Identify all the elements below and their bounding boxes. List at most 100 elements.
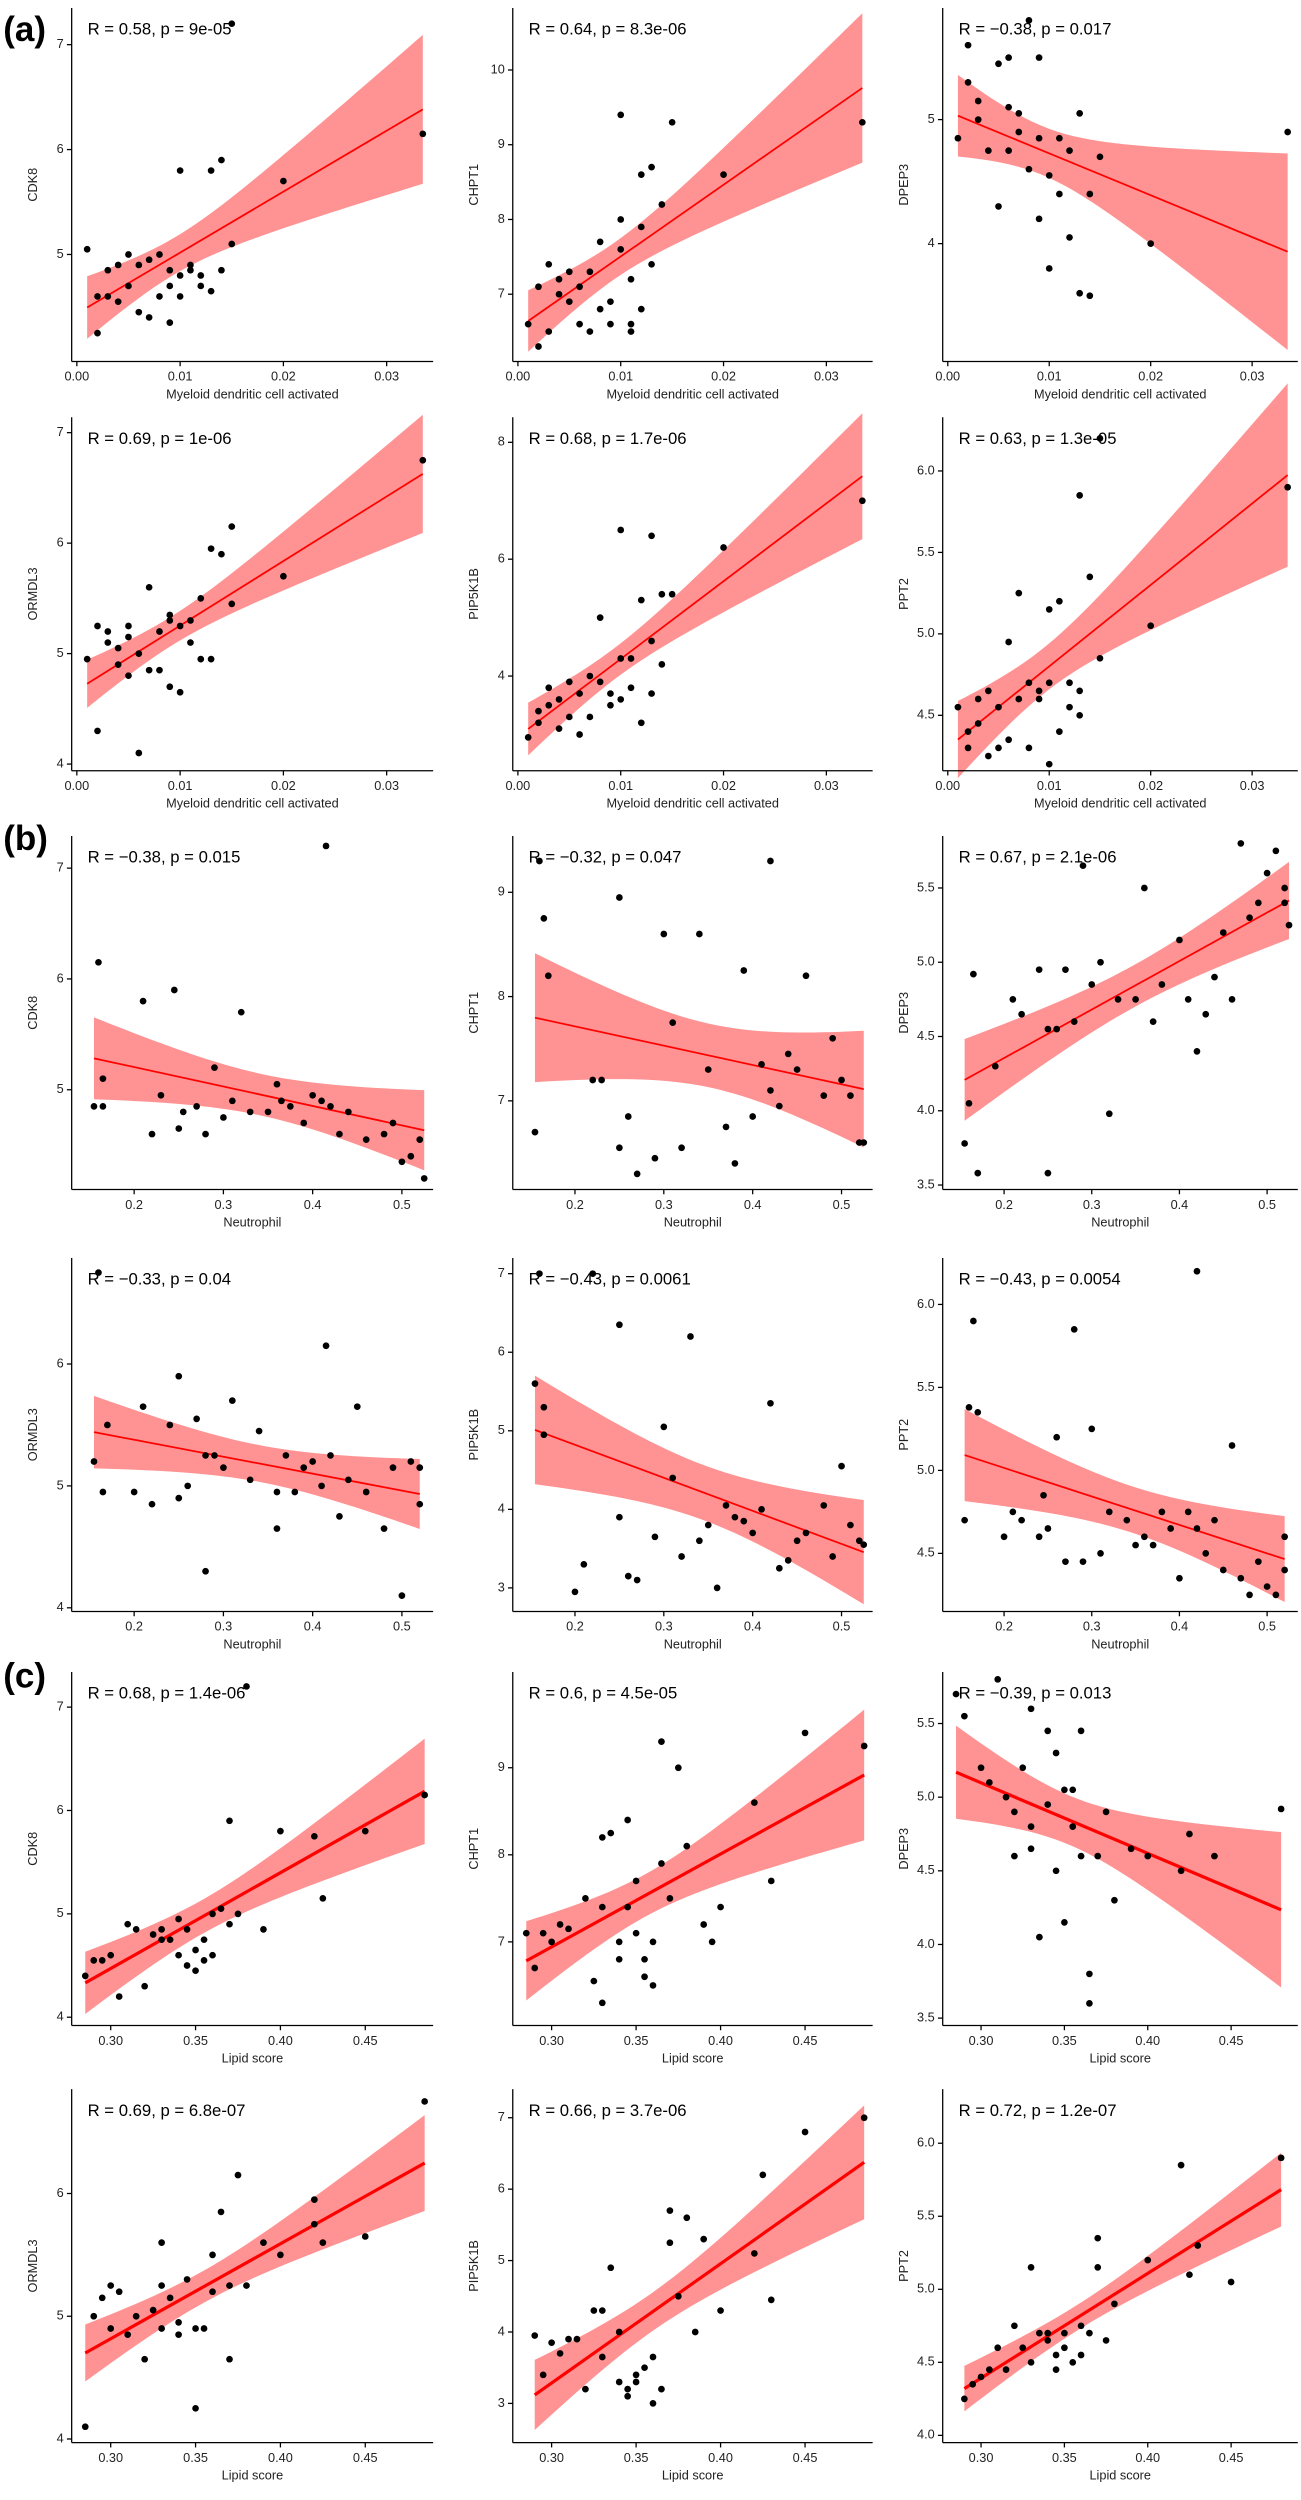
data-point: [207, 545, 215, 553]
y-tick-label: 5.0: [917, 2281, 935, 2296]
data-point: [158, 2239, 165, 2246]
data-point: [961, 1712, 968, 1720]
data-point: [531, 1128, 539, 1136]
data-point: [627, 275, 635, 283]
y-tick-label: 6: [57, 970, 64, 985]
data-point: [309, 1458, 316, 1465]
data-point: [1044, 2337, 1052, 2344]
x-tick-label: 0.30: [98, 2450, 123, 2465]
data-point: [974, 720, 982, 727]
x-tick-label: 0.3: [655, 1197, 673, 1212]
y-tick-label: 5.0: [917, 1789, 935, 1804]
annotation: R = 0.67, p = 2.1e-06: [959, 848, 1117, 867]
data-point: [318, 1482, 325, 1490]
x-tick-label: 0.40: [268, 2450, 293, 2465]
data-point: [217, 1905, 225, 1913]
confidence-band: [534, 953, 864, 1148]
x-axis-label: Myeloid dendritic cell activated: [606, 386, 779, 401]
y-tick-label: 5: [498, 1422, 505, 1437]
y-tick-label: 6.0: [917, 462, 935, 477]
y-axis-label: ORMDL3: [25, 567, 40, 620]
x-tick-label: 0.40: [708, 2033, 733, 2048]
x-tick-label: 0.02: [271, 778, 296, 793]
y-axis-label: PIP5K1B: [466, 2240, 481, 2292]
data-point: [565, 2335, 572, 2343]
y-tick-label: 6: [498, 551, 505, 566]
x-tick-label: 0.35: [183, 2033, 208, 2048]
data-point: [666, 1895, 674, 1902]
regression-line: [93, 1431, 420, 1495]
data-point: [860, 1742, 868, 1750]
y-tick-label: 4: [57, 2430, 64, 2445]
x-tick-label: 0.5: [833, 1619, 851, 1634]
data-point: [291, 1488, 299, 1496]
data-point: [700, 1921, 708, 1928]
x-tick-label: 0.00: [506, 369, 531, 384]
data-point: [624, 1113, 632, 1120]
data-point: [722, 1123, 730, 1131]
data-point: [1246, 914, 1253, 922]
data-point: [228, 523, 236, 530]
data-point: [90, 2312, 98, 2320]
data-point: [995, 703, 1002, 711]
data-point: [1263, 869, 1271, 877]
x-tick-label: 0.30: [98, 2033, 123, 2048]
scatter-panel: 7 8 9 0.30 0.35 0.40 0.45 Lipid score CHPT1 R = 0…: [466, 1671, 873, 2065]
data-point: [158, 1936, 165, 1944]
data-point: [994, 2344, 1002, 2352]
data-point: [565, 1925, 572, 1933]
x-tick-label: 0.2: [125, 1619, 143, 1634]
data-point: [820, 1092, 828, 1099]
x-tick-label: 0.4: [744, 1619, 762, 1634]
data-point: [90, 1957, 98, 1964]
data-point: [535, 719, 542, 727]
regression-line: [527, 475, 863, 730]
data-point: [751, 2250, 758, 2257]
data-point: [1056, 597, 1063, 605]
y-tick-label: 6: [57, 1355, 64, 1370]
data-point: [598, 1999, 606, 2007]
data-point: [200, 2325, 208, 2332]
data-point: [556, 1921, 564, 1928]
data-point: [176, 167, 184, 174]
data-point: [175, 1951, 182, 1959]
x-tick-label: 0.4: [744, 1197, 762, 1212]
x-axis-label: Neutrophil: [223, 1636, 281, 1651]
y-tick-label: 5.5: [917, 544, 935, 559]
data-point: [607, 1829, 615, 1837]
data-point: [615, 2378, 623, 2386]
data-point: [632, 2371, 640, 2379]
confidence-band: [528, 13, 863, 352]
data-point: [691, 2328, 699, 2336]
y-tick-label: 7: [57, 859, 64, 874]
data-point: [658, 590, 666, 598]
data-point: [361, 1827, 369, 1835]
x-tick-label: 0.5: [1258, 1619, 1276, 1634]
x-axis-label: Myeloid dendritic cell activated: [1034, 386, 1207, 401]
x-tick-label: 0.00: [64, 369, 89, 384]
annotation: R = −0.43, p = 0.0061: [529, 1270, 691, 1289]
data-point: [696, 930, 703, 938]
data-point: [1127, 1845, 1135, 1853]
data-point: [704, 1521, 712, 1529]
data-point: [1019, 1764, 1027, 1772]
x-tick-label: 0.3: [215, 1619, 233, 1634]
data-point: [576, 690, 583, 697]
y-tick-label: 6: [57, 2185, 64, 2200]
data-point: [607, 701, 614, 709]
data-point: [1011, 1808, 1018, 1816]
data-point: [767, 1087, 774, 1094]
data-point: [1077, 1727, 1085, 1735]
x-tick-label: 0.03: [1240, 369, 1265, 384]
data-point: [362, 1488, 370, 1496]
confidence-band: [534, 2105, 865, 2431]
data-point: [1044, 1801, 1052, 1808]
data-point: [183, 1926, 191, 1933]
data-point: [309, 1091, 316, 1099]
data-point: [1045, 172, 1053, 179]
data-point: [1035, 54, 1043, 61]
data-point: [1123, 1516, 1131, 1524]
data-point: [1061, 1786, 1068, 1794]
x-tick-label: 0.00: [506, 778, 531, 793]
data-point: [565, 298, 573, 306]
